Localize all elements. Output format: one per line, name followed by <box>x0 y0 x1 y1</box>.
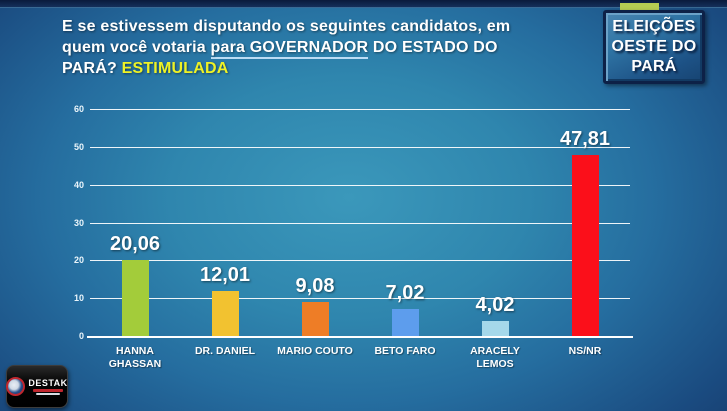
y-axis-tick-60: 60 <box>73 104 84 114</box>
y-axis-tick-50: 50 <box>73 142 84 152</box>
y-axis-tick-10: 10 <box>73 293 84 303</box>
bar-mario-couto <box>302 302 329 336</box>
destak-logo-text-wrap: DESTAK <box>28 378 67 395</box>
title-segment-underline: para GOVERNADOR <box>210 39 369 59</box>
bar-beto-faro <box>392 309 419 336</box>
category-label-aracely-lemos: ARACELY LEMOS <box>447 345 543 371</box>
destak-logo-text: DESTAK <box>28 378 68 388</box>
y-axis-tick-30: 30 <box>73 218 84 228</box>
gridline-20 <box>90 260 630 261</box>
category-label-line: ARACELY <box>470 345 520 357</box>
category-label-line: NS/NR <box>568 345 602 357</box>
category-label-ns-nr: NS/NR <box>537 345 633 358</box>
bar-aracely-lemos <box>482 321 509 336</box>
category-label-line: LEMOS <box>476 358 514 370</box>
destak-logo: DESTAK <box>6 365 68 408</box>
value-label-dr-daniel: 12,01 <box>199 264 251 286</box>
destak-logo-light-strip <box>36 393 60 395</box>
gridline-60 <box>90 109 630 110</box>
bar-hanna-ghassan <box>122 260 149 336</box>
bar-ns-nr <box>572 155 599 336</box>
value-label-hanna-ghassan: 20,06 <box>109 233 161 255</box>
gridline-40 <box>90 185 630 186</box>
title-segment-normal: E se estivessem disputando os seguintes … <box>62 18 511 56</box>
y-axis-tick-40: 40 <box>73 180 84 190</box>
value-label-aracely-lemos: 4,02 <box>475 294 515 316</box>
category-label-line: DR. DANIEL <box>194 345 256 357</box>
category-label-line: HANNA <box>116 345 154 357</box>
poll-question-title: E se estivessem disputando os seguintes … <box>62 16 554 79</box>
destak-emblem-icon <box>6 377 26 396</box>
title-segment-normal: DO ESTADO DO PARÁ? <box>62 39 498 77</box>
category-label-line: BETO FARO <box>374 345 436 357</box>
value-label-beto-faro: 7,02 <box>385 282 425 304</box>
top-navy-strip <box>0 0 727 8</box>
category-label-hanna-ghassan: HANNA GHASSAN <box>87 345 183 371</box>
gridline-50 <box>90 147 630 148</box>
y-axis-tick-0: 0 <box>78 331 84 341</box>
badge-line: ELEIÇÕES <box>612 18 696 35</box>
bar-dr-daniel <box>212 291 239 336</box>
destak-logo-red-strip <box>33 389 63 392</box>
badge-line: OESTE DO <box>611 38 697 55</box>
badge-line: PARÁ <box>631 58 677 75</box>
category-label-beto-faro: BETO FARO <box>357 345 453 358</box>
category-label-dr-daniel: DR. DANIEL <box>177 345 273 358</box>
category-label-mario-couto: MARIO COUTO <box>267 345 363 358</box>
value-label-mario-couto: 9,08 <box>295 275 335 297</box>
gridline-30 <box>90 223 630 224</box>
title-segment-highlight: ESTIMULADA <box>121 60 229 77</box>
gridline-0 <box>87 336 633 338</box>
y-axis-tick-20: 20 <box>73 255 84 265</box>
value-label-ns-nr: 47,81 <box>559 128 611 150</box>
category-label-line: GHASSAN <box>108 358 162 370</box>
eleicoes-oeste-do-para-badge: ELEIÇÕES OESTE DO PARÁ <box>603 10 705 84</box>
gridline-10 <box>90 298 630 299</box>
category-label-line: MARIO COUTO <box>277 345 353 357</box>
